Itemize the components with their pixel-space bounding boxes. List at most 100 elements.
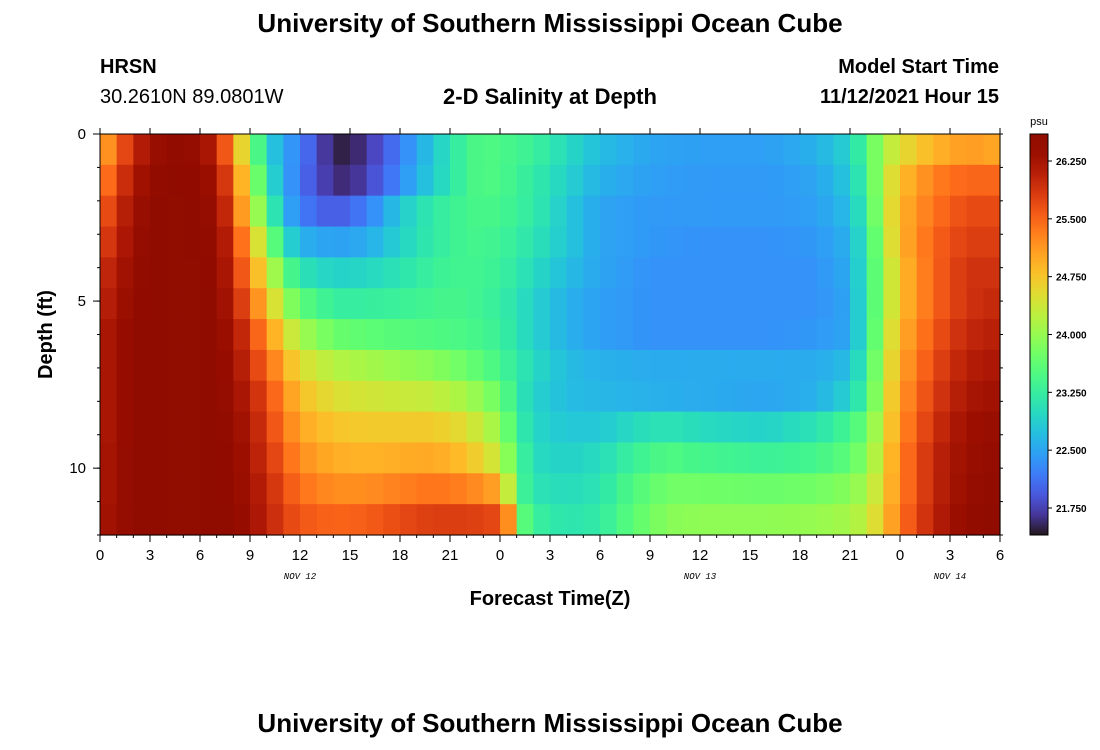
heatmap-cell (666, 319, 684, 351)
heatmap-cell (500, 257, 518, 289)
heatmap-cell (283, 195, 301, 228)
heatmap-cell (333, 442, 351, 474)
heatmap-cell (583, 195, 601, 228)
heatmap-cell (366, 504, 384, 536)
plot-title: 2-D Salinity at Depth (443, 84, 657, 109)
heatmap-cell (483, 319, 501, 351)
heatmap-cell (816, 473, 834, 505)
heatmap-cell (666, 411, 684, 444)
heatmap-cell (100, 504, 118, 536)
heatmap-cell (350, 504, 368, 536)
heatmap-cell (233, 288, 251, 320)
heatmap-cell (333, 349, 351, 382)
heatmap-cell (683, 504, 701, 536)
heatmap-cell (950, 134, 968, 166)
heatmap-cell (200, 226, 218, 258)
heatmap-cell (883, 411, 901, 444)
heatmap-cell (133, 257, 151, 289)
heatmap-cell (966, 134, 984, 166)
heatmap-cell (633, 257, 651, 289)
heatmap-cell (916, 195, 934, 228)
heatmap-cell (333, 380, 351, 413)
heatmap-cell (933, 288, 951, 320)
heatmap-cell (700, 473, 718, 505)
heatmap-cell (150, 442, 168, 474)
heatmap-cell (233, 380, 251, 413)
heatmap-cell (900, 226, 918, 258)
model-start-label: Model Start Time (838, 56, 999, 78)
heatmap-cell (333, 411, 351, 444)
heatmap-cell (133, 442, 151, 474)
heatmap-cell (866, 473, 884, 505)
heatmap-cell (150, 195, 168, 228)
x-axis-title: Forecast Time(Z) (470, 588, 631, 610)
heatmap-cell (783, 226, 801, 258)
heatmap-cell (666, 257, 684, 289)
heatmap-cell (266, 473, 284, 505)
heatmap-cell (416, 257, 434, 289)
heatmap-cell (216, 349, 234, 382)
heatmap-cell (350, 349, 368, 382)
heatmap-cell (533, 349, 551, 382)
heatmap-cell (683, 473, 701, 505)
heatmap-cell (233, 164, 251, 197)
heatmap-cell (166, 195, 184, 228)
heatmap-cell (433, 195, 451, 228)
heatmap-cell (766, 257, 784, 289)
heatmap-cell (166, 380, 184, 413)
heatmap-cell (416, 411, 434, 444)
heatmap-cell (400, 411, 418, 444)
heatmap-cell (416, 319, 434, 351)
heatmap-cell (100, 257, 118, 289)
heatmap-cell (333, 288, 351, 320)
heatmap-cell (733, 380, 751, 413)
heatmap-cell (650, 195, 668, 228)
heatmap-cell (700, 134, 718, 166)
heatmap-cell (816, 349, 834, 382)
heatmap-cell (583, 504, 601, 536)
heatmap-cell (600, 164, 618, 197)
heatmap-cell (416, 349, 434, 382)
heatmap-cell (883, 257, 901, 289)
heatmap-cell (750, 257, 768, 289)
heatmap-cell (683, 442, 701, 474)
heatmap-cell (916, 380, 934, 413)
heatmap-cell (650, 504, 668, 536)
heatmap-cell (633, 349, 651, 382)
heatmap-cell (533, 380, 551, 413)
x-tick-label: 9 (246, 547, 254, 564)
heatmap-cell (483, 195, 501, 228)
heatmap-cell (783, 319, 801, 351)
heatmap-cell (733, 504, 751, 536)
heatmap-cell (400, 257, 418, 289)
heatmap-cell (333, 473, 351, 505)
heatmap-cell (200, 349, 218, 382)
heatmap-cell (250, 504, 268, 536)
heatmap-cell (733, 288, 751, 320)
heatmap-cell (283, 504, 301, 536)
heatmap-cell (950, 349, 968, 382)
heatmap-cell (750, 504, 768, 536)
heatmap-cell (583, 164, 601, 197)
heatmap-cell (766, 319, 784, 351)
heatmap-cell (800, 473, 818, 505)
heatmap-cell (383, 411, 401, 444)
heatmap-cell (933, 164, 951, 197)
heatmap-cell (883, 288, 901, 320)
heatmap-cell (700, 195, 718, 228)
heatmap-cell (533, 504, 551, 536)
heatmap-cell (900, 380, 918, 413)
heatmap-cell (883, 134, 901, 166)
heatmap-cell (766, 226, 784, 258)
heatmap-cell (466, 319, 484, 351)
heatmap-cell (916, 226, 934, 258)
heatmap-cell (616, 349, 634, 382)
heatmap-cell (216, 226, 234, 258)
heatmap-cell (250, 319, 268, 351)
heatmap-cell (366, 442, 384, 474)
heatmap-cell (100, 473, 118, 505)
heatmap-cell (683, 134, 701, 166)
heatmap-cell (583, 257, 601, 289)
heatmap-cell (850, 319, 868, 351)
heatmap-cell (866, 195, 884, 228)
